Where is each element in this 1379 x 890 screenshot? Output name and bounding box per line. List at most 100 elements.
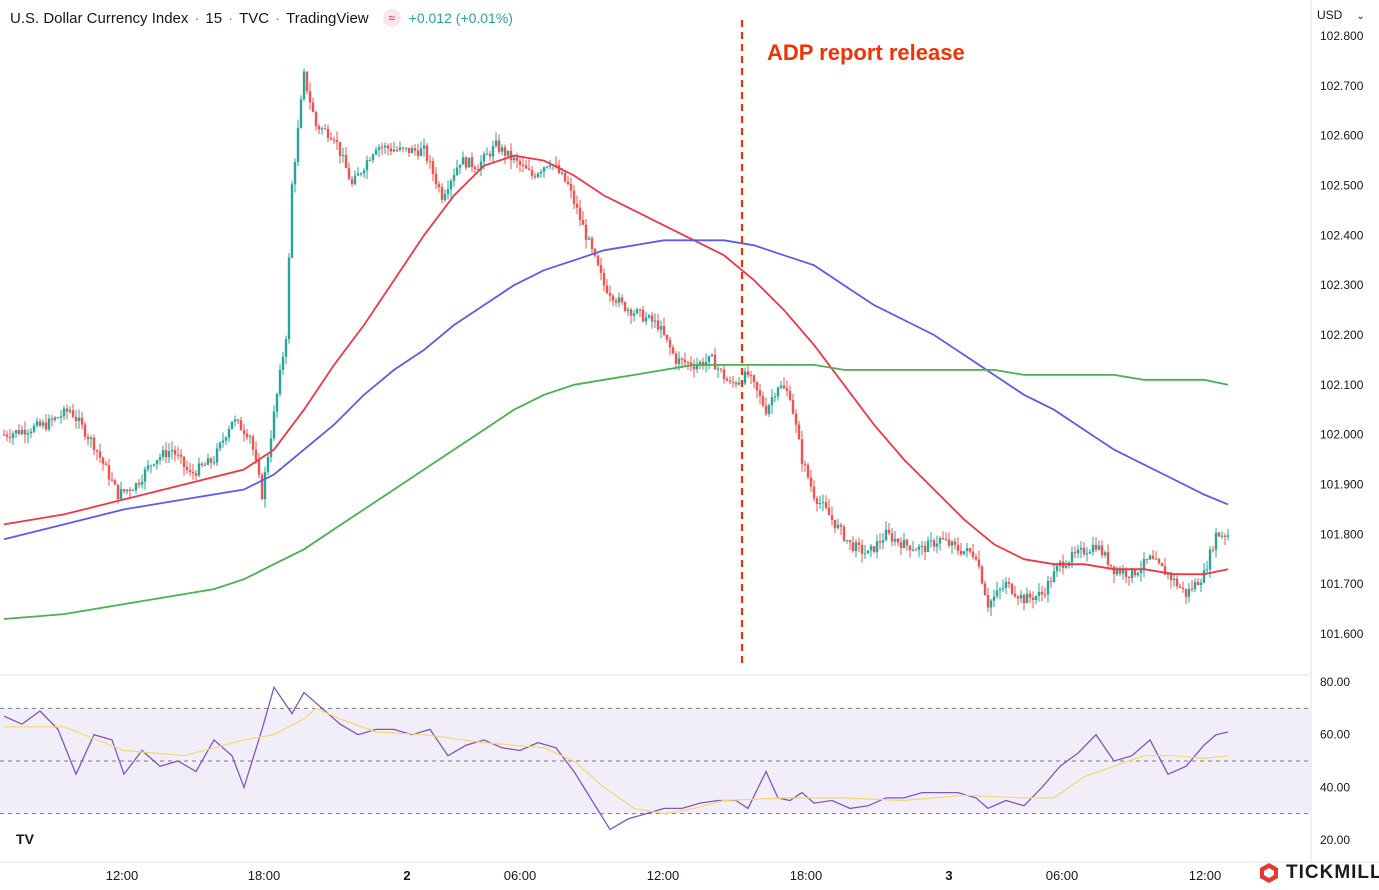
candle-body bbox=[98, 451, 102, 458]
candle-body bbox=[842, 526, 846, 541]
interval-label[interactable]: 15 bbox=[205, 9, 223, 27]
candle-body bbox=[428, 161, 432, 163]
candle-body bbox=[1172, 578, 1176, 581]
candle-body bbox=[638, 309, 642, 311]
candle-body bbox=[947, 539, 951, 546]
candle-body bbox=[1004, 581, 1008, 588]
candle-body bbox=[1064, 565, 1068, 568]
candle-body bbox=[989, 600, 993, 608]
price-tick-label: 102.600 bbox=[1320, 129, 1364, 143]
candle-body bbox=[935, 543, 939, 547]
candle-body bbox=[1202, 570, 1206, 583]
candle-body bbox=[152, 464, 156, 466]
candle-body bbox=[1043, 594, 1047, 596]
rsi-band bbox=[0, 707, 1311, 815]
rsi-axis[interactable]: 80.00 60.00 40.00 20.00 bbox=[1320, 675, 1350, 847]
candle-body bbox=[287, 257, 291, 340]
candle-body bbox=[560, 172, 564, 174]
rsi-ma-line bbox=[4, 707, 1229, 815]
candle-body bbox=[164, 450, 168, 458]
candle-body bbox=[536, 173, 540, 177]
candle-body bbox=[338, 142, 342, 156]
candle-body bbox=[41, 422, 45, 426]
candle-body bbox=[971, 551, 975, 557]
candle-body bbox=[473, 166, 477, 169]
candle-body bbox=[695, 365, 699, 370]
candle-body bbox=[53, 417, 57, 420]
candle-body bbox=[1121, 570, 1125, 574]
candle-body bbox=[356, 173, 360, 176]
candle-body bbox=[143, 469, 147, 482]
candle-body bbox=[977, 559, 981, 567]
candle-body bbox=[32, 425, 36, 432]
time-axis[interactable]: 12:00 18:00 2 06:00 12:00 18:00 3 06:00 12:00 bbox=[106, 868, 1222, 883]
candle-body bbox=[203, 464, 207, 466]
candle-body bbox=[1073, 552, 1077, 554]
candle-body bbox=[452, 175, 456, 181]
candle-body bbox=[212, 462, 216, 464]
candle-body bbox=[1226, 535, 1230, 537]
candle-body bbox=[2, 434, 6, 436]
candle-body bbox=[38, 421, 42, 426]
candle-body bbox=[323, 128, 327, 130]
candle-body bbox=[980, 566, 984, 584]
candle-body bbox=[596, 255, 600, 266]
candle-body bbox=[395, 149, 399, 151]
candle-body bbox=[1100, 545, 1104, 556]
candle-body bbox=[467, 157, 471, 168]
candle-body bbox=[890, 533, 894, 542]
candle-body bbox=[275, 393, 279, 412]
candle-body bbox=[1097, 545, 1101, 550]
candle-body bbox=[176, 454, 180, 456]
candle-body bbox=[992, 596, 996, 601]
wave-icon[interactable]: ≈ bbox=[382, 9, 401, 27]
separator: · bbox=[194, 9, 200, 27]
price-axis[interactable]: 102.800 102.700 102.600 102.500 102.400 102.3… bbox=[1320, 29, 1364, 641]
candle-body bbox=[1103, 552, 1107, 556]
candle-body bbox=[752, 375, 756, 382]
candle-body bbox=[194, 473, 198, 476]
candle-body bbox=[314, 111, 318, 127]
candle-body bbox=[1217, 532, 1221, 537]
candle-body bbox=[677, 358, 681, 364]
candle-body bbox=[26, 433, 30, 435]
candle-body bbox=[326, 128, 330, 138]
candle-body bbox=[956, 544, 960, 551]
candle-body bbox=[404, 147, 408, 149]
candle-body bbox=[824, 502, 828, 508]
candle-body bbox=[626, 309, 630, 311]
candle-body bbox=[710, 354, 714, 357]
candle-body bbox=[500, 147, 504, 152]
symbol-title[interactable]: U.S. Dollar Currency Index bbox=[10, 9, 189, 27]
candle-body bbox=[995, 590, 999, 597]
candle-body bbox=[1145, 558, 1149, 560]
candle-body bbox=[1091, 544, 1095, 552]
candle-body bbox=[614, 300, 618, 303]
candle-body bbox=[14, 430, 18, 434]
tradingview-logo[interactable]: TV bbox=[16, 831, 34, 847]
price-tick-label: 102.300 bbox=[1320, 278, 1364, 292]
candle-body bbox=[380, 147, 384, 149]
candle-body bbox=[1175, 578, 1179, 587]
candle-body bbox=[998, 589, 1002, 591]
candle-body bbox=[932, 540, 936, 547]
candle-body bbox=[218, 442, 222, 449]
candle-body bbox=[200, 463, 204, 466]
candle-body bbox=[707, 356, 711, 362]
candle-body bbox=[170, 450, 174, 452]
candle-body bbox=[188, 469, 192, 472]
price-tick-label: 102.700 bbox=[1320, 79, 1364, 93]
candle-body bbox=[1046, 580, 1050, 595]
candle-body bbox=[650, 315, 654, 322]
currency-selector[interactable]: USD ⌄ bbox=[1317, 8, 1365, 22]
candles bbox=[2, 68, 1230, 616]
candle-body bbox=[1148, 555, 1152, 560]
candle-body bbox=[185, 466, 189, 470]
candle-body bbox=[77, 417, 81, 421]
candle-body bbox=[830, 515, 834, 520]
candle-body bbox=[911, 549, 915, 551]
candle-body bbox=[656, 320, 660, 330]
candle-body bbox=[470, 157, 474, 167]
candle-body bbox=[833, 519, 837, 529]
